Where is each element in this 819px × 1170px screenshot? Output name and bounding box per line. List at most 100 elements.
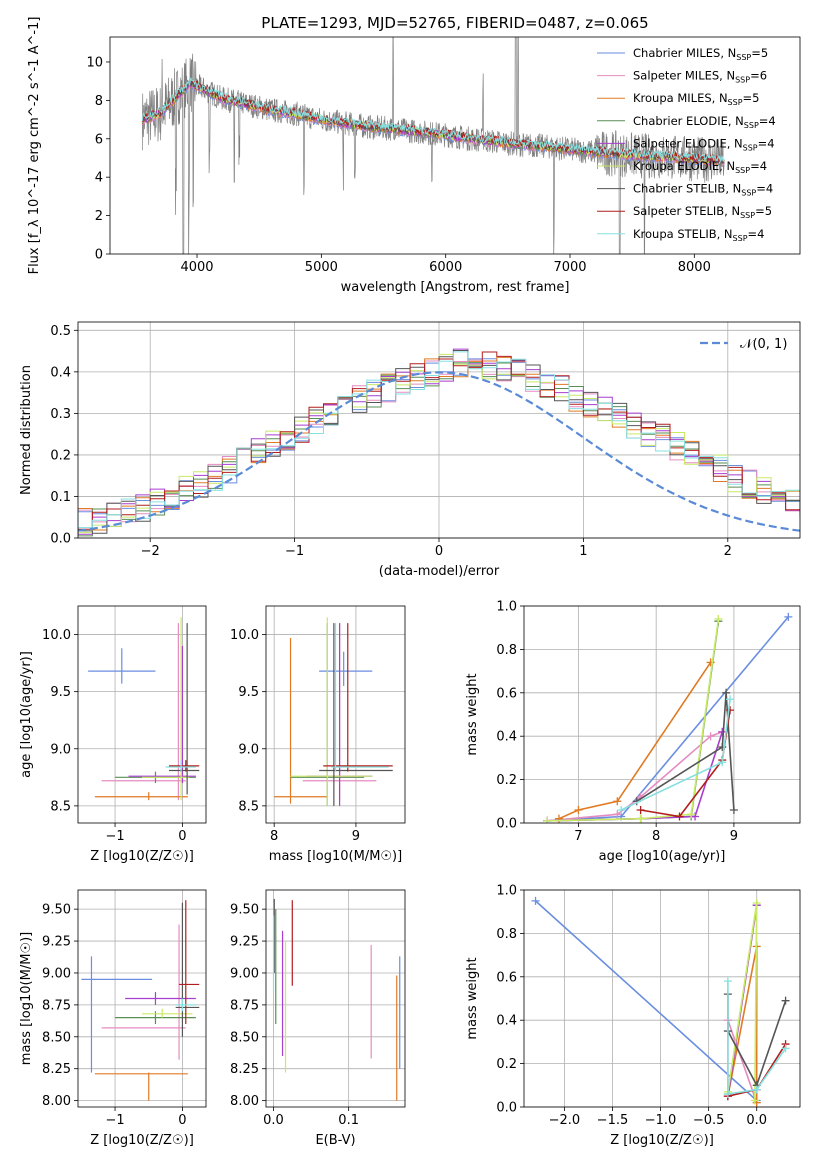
legend-label: Salpeter ELODIE, NSSP=4 <box>633 136 775 152</box>
legend-label: Kroupa STELIB, NSSP=4 <box>633 227 764 243</box>
y-tick-label: 8 <box>95 94 103 109</box>
y-tick-label: 8.50 <box>42 1030 71 1045</box>
weight-lines <box>543 612 793 823</box>
errorbars <box>81 900 200 1101</box>
y-tick-label: 0.6 <box>496 970 517 985</box>
y-tick-label: 9.5 <box>50 685 71 700</box>
errorbars <box>272 898 401 1101</box>
x-tick-label: 7 <box>574 829 582 844</box>
weight-marker <box>752 899 761 908</box>
x-tick-label: −1 <box>285 544 304 559</box>
legend-label: Salpeter STELIB, NSSP=5 <box>633 204 772 220</box>
weight-marker <box>636 805 645 814</box>
y-tick-label: 10 <box>86 55 103 70</box>
chart-title: PLATE=1293, MJD=52765, FIBERID=0487, z=0… <box>261 14 648 32</box>
x-tick-label: 9 <box>730 829 738 844</box>
errorbar-panel: 0.0 0.1 8.00 8.25 8.50 8.75 9.00 9.25 9.50 E(B-V) <box>230 889 406 1148</box>
weight-marker <box>722 688 731 697</box>
y-tick-label: 6 <box>95 132 103 147</box>
y-tick-label: 0.0 <box>496 1101 517 1116</box>
x-axis-label: Z [log10(Z/Z☉)] <box>90 1133 194 1148</box>
weight-marker <box>613 810 622 819</box>
y-tick-label: 0 <box>95 248 103 263</box>
legend-label: Chabrier MILES, NSSP=5 <box>633 46 768 62</box>
legend-label: Kroupa ELODIE, NSSP=4 <box>633 159 767 175</box>
x-axis-label: Z [log10(Z/Z☉)] <box>610 1133 714 1148</box>
y-tick-label: 8.5 <box>50 799 71 814</box>
histogram-steps <box>78 348 800 537</box>
weight-marker <box>574 805 583 814</box>
y-tick-label: 0.8 <box>496 927 517 942</box>
y-tick-label: 0.2 <box>496 1057 517 1072</box>
weight-line <box>547 618 720 822</box>
y-tick-label: 8.25 <box>42 1062 71 1077</box>
x-tick-label: −0.5 <box>693 1113 725 1128</box>
weight-marker <box>784 612 793 621</box>
x-axis-label: age [log10(age/yr)] <box>599 849 726 864</box>
model-spectrum-line <box>141 79 725 164</box>
y-tick-label: 8.50 <box>230 1030 259 1045</box>
x-tick-label: −1 <box>105 1113 124 1128</box>
x-tick-label: 2 <box>724 544 732 559</box>
weight-line <box>558 661 712 820</box>
y-tick-label: 0.3 <box>50 407 71 422</box>
x-tick-label: 5000 <box>305 260 338 275</box>
y-tick-label: 8.5 <box>238 799 259 814</box>
y-tick-label: 9.0 <box>238 742 259 757</box>
mass-weight-panel: 7 8 9 0.0 0.2 0.4 0.6 0.8 1.0 age [log10(age/yr)]… <box>465 600 801 864</box>
y-tick-label: 9.50 <box>230 903 259 918</box>
x-tick-label: 0.0 <box>746 1113 767 1128</box>
weight-line <box>636 692 735 811</box>
y-tick-label: 9.0 <box>50 742 71 757</box>
weight-marker <box>729 805 738 814</box>
y-tick-label: 0.8 <box>496 643 517 658</box>
x-tick-label: 8 <box>652 829 660 844</box>
weight-marker <box>554 814 563 823</box>
weight-line <box>547 621 720 822</box>
x-tick-label: 1 <box>579 544 587 559</box>
y-tick-label: 1.0 <box>496 884 517 899</box>
weight-marker <box>706 732 715 741</box>
y-tick-label: 0.4 <box>496 1014 517 1029</box>
weight-line <box>534 900 758 1102</box>
errorbar-panel: 8 9 8.5 9.0 9.5 10.0 mass [log10(M/M☉)] <box>230 605 406 864</box>
axes-frame <box>77 321 801 539</box>
x-tick-label: 7000 <box>553 260 586 275</box>
errorbar-panel: −1 0 8.00 8.25 8.50 8.75 9.00 9.25 9.50 Z [log10(… <box>19 889 207 1148</box>
weight-marker <box>675 812 684 821</box>
errorbars <box>88 617 200 801</box>
y-tick-label: 8.75 <box>230 998 259 1013</box>
weight-marker <box>543 816 552 823</box>
model-spectrum-line <box>141 77 725 162</box>
x-tick-label: 6000 <box>429 260 462 275</box>
weight-marker <box>781 996 790 1005</box>
y-tick-label: 9.25 <box>42 935 71 950</box>
weight-marker <box>636 814 645 823</box>
weight-marker <box>531 896 540 905</box>
y-axis-label: age [log10(age/yr)] <box>19 651 34 778</box>
mass-weight-panel: −2.0 −1.5 −1.0 −0.5 0.0 0.0 0.2 0.4 0.6 0.8 1.0 Z [… <box>465 884 801 1148</box>
x-tick-label: −1.0 <box>645 1113 677 1128</box>
x-tick-label: −1 <box>105 829 124 844</box>
legend-label: Salpeter MILES, NSSP=6 <box>633 69 767 85</box>
y-tick-label: 9.00 <box>42 966 71 981</box>
y-tick-label: 0.2 <box>50 448 71 463</box>
errorbars <box>274 617 393 806</box>
axes-frame <box>523 889 801 1108</box>
weight-marker <box>714 615 723 624</box>
x-tick-label: 0.1 <box>338 1113 359 1128</box>
y-axis-label: mass [log10(M/M☉)] <box>19 932 34 1065</box>
y-tick-label: 4 <box>95 171 103 186</box>
axes-frame <box>523 605 801 824</box>
x-axis-label: wavelength [Angstrom, rest frame] <box>341 280 570 295</box>
weight-line <box>640 710 731 818</box>
y-tick-label: 8.25 <box>230 1062 259 1077</box>
histogram-step-line <box>78 350 800 534</box>
y-axis-label: Flux [f_λ 10^-17 erg cm^-2 s^-1 A^-1] <box>27 17 42 275</box>
y-tick-label: 0.4 <box>50 365 71 380</box>
y-tick-label: 8.00 <box>42 1094 71 1109</box>
weight-marker <box>718 758 727 767</box>
legend-label: Kroupa MILES, NSSP=5 <box>633 91 759 107</box>
x-tick-label: −1.5 <box>597 1113 629 1128</box>
y-tick-label: 0.4 <box>496 730 517 745</box>
